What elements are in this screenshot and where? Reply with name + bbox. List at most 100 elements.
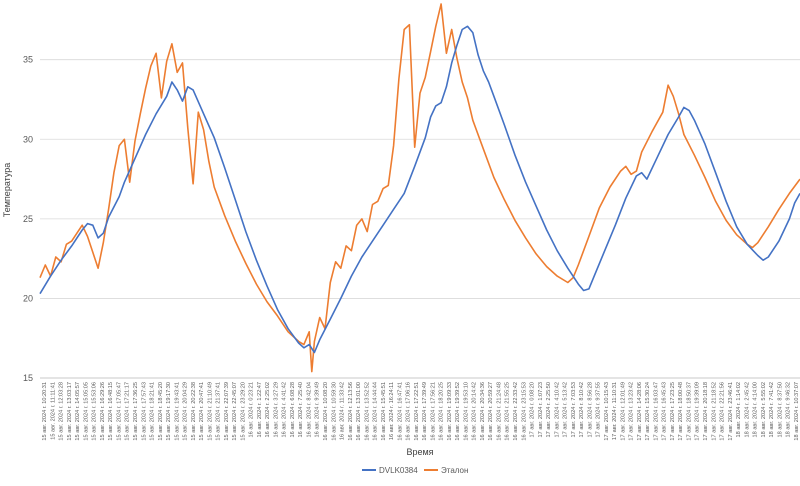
x-tick-label: 16 авг. 2024 г. 20:14:42 (472, 382, 478, 441)
x-tick-label: 17 авг. 2024 г. 22:21:56 (720, 382, 726, 441)
x-tick-label: 17 авг. 2024 г. 21:18:52 (711, 382, 717, 441)
y-tick-label: 35 (23, 55, 33, 65)
x-tick-label: 16 авг. 2024 г. 21:24:48 (497, 382, 503, 441)
series-line-dvlk0384 (39, 25, 800, 354)
x-tick-label: 16 авг. 2024 г. 13:52:52 (364, 382, 370, 441)
y-tick-label: 15 (23, 373, 33, 383)
x-tick-label: 17 авг. 2024 г. 17:23:25 (670, 382, 676, 441)
x-tick-label: 16 авг. 2024 г. 10:08:20 (323, 382, 329, 441)
x-tick-label: 16 авг. 2024 г. 21:55:25 (505, 382, 511, 441)
x-tick-label: 18 авг. 2024 г. 10:37:07 (794, 382, 800, 441)
x-tick-label: 16 авг. 2024 г. 1:22:47 (257, 382, 263, 437)
x-tick-label: 16 авг. 2024 г. 17:39:49 (422, 382, 428, 441)
x-tick-label: 17 авг. 2024 г. 4:10:42 (554, 382, 560, 437)
x-tick-label: 16 авг. 2024 г. 8:42:04 (307, 382, 313, 437)
x-tick-label: 15 авг. 2024 г. 18:45:20 (158, 382, 164, 441)
x-tick-label: 15 авг. 2024 г. 20:47:41 (199, 382, 205, 441)
x-tick-label: 18 авг. 2024 г. 7:41:42 (769, 382, 775, 437)
x-tick-label: 16 авг. 2024 г. 17:06:16 (406, 382, 412, 441)
y-tick-label: 20 (23, 293, 33, 303)
x-tick-label: 15 авг. 2024 г. 10:20:31 (42, 382, 48, 441)
x-tick-label: 17 авг. 2024 г. 8:56:28 (587, 382, 593, 437)
legend-label: DVLK0384 (379, 466, 418, 475)
x-tick-label: 17 авг. 2024 г. 7:03:53 (571, 382, 577, 437)
x-tick-label: 16 авг. 2024 г. 12:13:56 (348, 382, 354, 441)
x-tick-label: 17 авг. 2024 г. 23:46:41 (728, 382, 734, 441)
x-tick-label: 17 авг. 2024 г. 12:01:49 (620, 382, 626, 441)
x-tick-label: 15 авг. 2024 г. 15:05:05 (83, 382, 89, 441)
x-tick-label: 17 авг. 2024 г. 11:10:31 (612, 382, 618, 440)
x-tick-label: 17 авг. 2024 г. 20:18:18 (703, 382, 709, 441)
x-tick-label: 16 авг. 2024 г. 20:59:27 (488, 382, 494, 441)
x-tick-label: 16 авг. 2024 г. 4:41:42 (282, 382, 288, 437)
gridlines (40, 59, 800, 379)
x-tick-label: 17 авг. 2024 г. 14:28:06 (637, 382, 643, 441)
x-tick-label: 16 авг. 2024 г. 19:09:33 (447, 382, 453, 441)
x-tick-label: 15 авг. 2024 г. 17:36:25 (133, 382, 139, 441)
x-tick-label: 16 авг. 2024 г. 19:39:52 (455, 382, 461, 441)
x-tick-label: 17 авг. 2024 г. 16:45:43 (662, 382, 668, 441)
x-tick-label: 15 авг. 2024 г. 16:29:26 (100, 382, 106, 441)
x-tick-label: 17 авг. 2024 г. 10:15:43 (604, 382, 610, 441)
x-tick-label: 16 авг. 2024 г. 16:47:41 (397, 382, 403, 441)
x-tick-label: 15 авг. 2024 г. 15:53:06 (92, 382, 98, 441)
x-tick-label: 18 авг. 2024 г. 5:55:02 (761, 382, 767, 437)
x-tick-label: 15 авг. 2024 г. 18:21:41 (150, 382, 156, 441)
x-axis-title: Время (406, 447, 433, 457)
x-tick-label: 17 авг. 2024 г. 1:07:23 (538, 382, 544, 437)
x-tick-label: 16 авг. 2024 г. 19:53:10 (463, 382, 469, 441)
x-tick-label: 16 авг. 2024 г. 0:23:21 (249, 382, 255, 437)
y-axis: 15 20 25 30 35 (23, 55, 33, 383)
x-tick-label: 17 авг. 2024 г. 18:50:37 (687, 382, 693, 441)
x-tick-label: 15 авг. 2024 г. 13:03:17 (67, 382, 73, 441)
legend: DVLK0384 Эталон (362, 466, 468, 475)
x-tick-label: 16 авг. 2024 г. 2:25:02 (265, 382, 271, 437)
x-tick-label: 18 авг. 2024 г. 4:14:00 (753, 382, 759, 437)
x-tick-label: 15 авг. 2024 г. 17:57:43 (141, 382, 147, 441)
x-tick-label: 16 авг. 2024 г. 17:22:51 (414, 382, 420, 441)
x-tick-label: 15 авг. 2024 г. 17:21:17 (125, 382, 131, 441)
x-tick-label: 16 авг. 2024 г. 9:39:49 (315, 382, 321, 437)
x-tick-label: 15 авг. 2024 г. 22:07:39 (224, 382, 230, 441)
series-line-etalon (39, 3, 800, 373)
x-tick-label: 15 авг. 2024 г. 23:29:20 (240, 382, 246, 441)
x-tick-label: 15 авг. 2024 г. 14:05:57 (75, 382, 81, 441)
x-tick-label: 16 авг. 2024 г. 23:15:53 (521, 382, 527, 441)
x-tick-label: 16 авг. 2024 г. 15:45:51 (381, 382, 387, 441)
x-tick-label: 15 авг. 2024 г. 17:05:47 (117, 382, 123, 441)
x-tick-label: 17 авг. 2024 г. 16:03:47 (653, 382, 659, 441)
x-tick-label: 16 авг. 2024 г. 3:27:29 (273, 382, 279, 437)
x-tick-label: 16 авг. 2024 г. 22:33:42 (513, 382, 519, 441)
x-tick-label: 17 авг. 2024 г. 5:13:42 (563, 382, 569, 437)
x-tick-label: 17 авг. 2024 г. 18:00:48 (678, 382, 684, 441)
x-tick-label: 17 авг. 2024 г. 13:23:42 (629, 382, 635, 441)
x-tick-label: 18 авг. 2024 г. 2:45:42 (744, 382, 750, 437)
x-tick-label: 18 авг. 2024 г. 1:14:02 (736, 382, 742, 437)
x-tick-label: 16 авг. 2024 г. 7:25:40 (298, 382, 304, 437)
y-axis-title: Температура (2, 163, 12, 218)
x-tick-label: 16 авг. 2024 г. 18:20:25 (439, 382, 445, 441)
x-tick-label: 15 авг. 2024 г. 21:37:41 (216, 382, 222, 441)
x-tick-label: 17 авг. 2024 г. 15:30:24 (645, 382, 651, 441)
x-axis: 15 авг. 2024 г. 10:20:31 15 авг. 2024 г. … (42, 382, 800, 441)
x-tick-label: 17 авг. 2024 г. 8:10:42 (579, 382, 585, 437)
x-tick-label: 16 авг. 2024 г. 13:01:00 (356, 382, 362, 441)
x-tick-label: 15 авг. 2024 г. 12:03:28 (59, 382, 65, 441)
series-lines (39, 3, 800, 373)
x-tick-label: 15 авг. 2024 г. 16:48:15 (108, 382, 114, 441)
x-tick-label: 17 авг. 2024 г. 19:39:09 (695, 382, 701, 441)
y-tick-label: 25 (23, 214, 33, 224)
x-tick-label: 16 авг. 2024 г. 6:08:28 (290, 382, 296, 437)
x-tick-label: 16 авг. 2024 г. 20:34:36 (480, 382, 486, 441)
x-tick-label: 16 авг. 2024 г. 17:56:21 (430, 382, 436, 441)
x-tick-label: 16 авг. 2024 г. 16:24:11 (389, 382, 395, 440)
x-tick-label: 18 авг. 2024 г. 9:46:32 (786, 382, 792, 437)
x-tick-label: 16 авг. 2024 г. 11:33:42 (340, 382, 346, 440)
x-tick-label: 15 авг. 2024 г. 20:04:29 (183, 382, 189, 441)
x-tick-label: 15 авг. 2024 г. 20:22:38 (191, 382, 197, 441)
x-tick-label: 15 авг. 2024 г. 22:45:07 (232, 382, 238, 441)
x-tick-label: 16 авг. 2024 г. 14:44:44 (373, 382, 379, 441)
x-tick-label: 15 авг. 2024 г. 21:10:49 (207, 382, 213, 441)
x-tick-label: 17 авг. 2024 г. 0:08:20 (530, 382, 536, 437)
